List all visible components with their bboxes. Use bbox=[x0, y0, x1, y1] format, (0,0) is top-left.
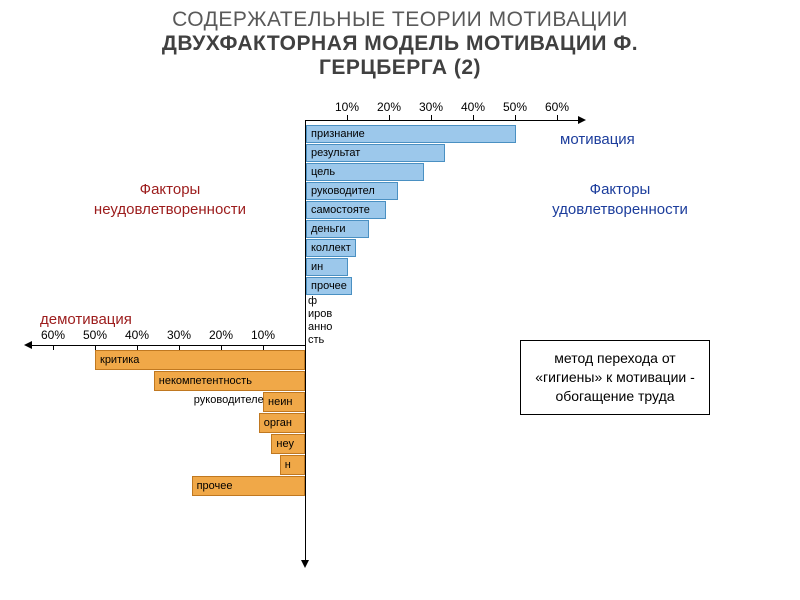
blue-bar: руководител bbox=[306, 182, 398, 200]
top-axis bbox=[305, 120, 578, 121]
title-line1: СОДЕРЖАТЕЛЬНЫЕ ТЕОРИИ МОТИВАЦИИ bbox=[0, 8, 800, 32]
blue-bar: деньги bbox=[306, 220, 369, 238]
tick-label: 60% bbox=[41, 328, 65, 342]
tick-label: 50% bbox=[503, 100, 527, 114]
textbox-line1: метод перехода от «гигиены» к мотивации … bbox=[531, 349, 699, 387]
orange-bar: н bbox=[280, 455, 305, 475]
tick-mark bbox=[53, 345, 54, 350]
blue-bar: прочее bbox=[306, 277, 352, 295]
tick-label: 30% bbox=[419, 100, 443, 114]
blue-bar: ин bbox=[306, 258, 348, 276]
tick-label: 10% bbox=[335, 100, 359, 114]
tick-label: 60% bbox=[545, 100, 569, 114]
tick-label: 20% bbox=[209, 328, 233, 342]
label-factors-satisfaction: Факторы удовлетворенности bbox=[530, 180, 710, 219]
blue-bar: самостояте bbox=[306, 201, 386, 219]
blue-bar: результат bbox=[306, 144, 445, 162]
blue-bar: цель bbox=[306, 163, 424, 181]
label-motivation: мотивация bbox=[560, 130, 635, 150]
orange-bar: некомпетентность bbox=[154, 371, 305, 391]
method-text-box: метод перехода от «гигиены» к мотивации … bbox=[520, 340, 710, 415]
textbox-line2: обогащение труда bbox=[531, 387, 699, 406]
title-block: СОДЕРЖАТЕЛЬНЫЕ ТЕОРИИ МОТИВАЦИИ ДВУХФАКТ… bbox=[0, 0, 800, 80]
blue-overflow-text: фированность bbox=[308, 295, 348, 347]
blue-bar: признание bbox=[306, 125, 516, 143]
bottom-axis bbox=[32, 345, 305, 346]
orange-overflow-text: руководителе bbox=[194, 394, 264, 407]
tick-label: 10% bbox=[251, 328, 275, 342]
label-factors-dissatisfaction: Факторы неудовлетворенности bbox=[70, 180, 270, 219]
chart-area: мотивация Факторы удовлетворенности Факт… bbox=[0, 95, 800, 595]
tick-mark bbox=[557, 115, 558, 120]
tick-mark bbox=[347, 115, 348, 120]
tick-mark bbox=[515, 115, 516, 120]
label-demotivation: демотивация bbox=[40, 310, 132, 330]
orange-bar: орган bbox=[259, 413, 305, 433]
tick-label: 20% bbox=[377, 100, 401, 114]
tick-label: 30% bbox=[167, 328, 191, 342]
orange-bar: неу bbox=[271, 434, 305, 454]
orange-bar: неин bbox=[263, 392, 305, 412]
title-line2a: ДВУХФАКТОРНАЯ МОДЕЛЬ МОТИВАЦИИ Ф. bbox=[0, 32, 800, 56]
tick-label: 40% bbox=[461, 100, 485, 114]
tick-mark bbox=[389, 115, 390, 120]
tick-mark bbox=[431, 115, 432, 120]
blue-bar: коллект bbox=[306, 239, 356, 257]
tick-label: 40% bbox=[125, 328, 149, 342]
tick-mark bbox=[473, 115, 474, 120]
orange-bar: критика bbox=[95, 350, 305, 370]
tick-label: 50% bbox=[83, 328, 107, 342]
orange-bar: прочее bbox=[192, 476, 305, 496]
title-line2b: ГЕРЦБЕРГА (2) bbox=[0, 56, 800, 80]
